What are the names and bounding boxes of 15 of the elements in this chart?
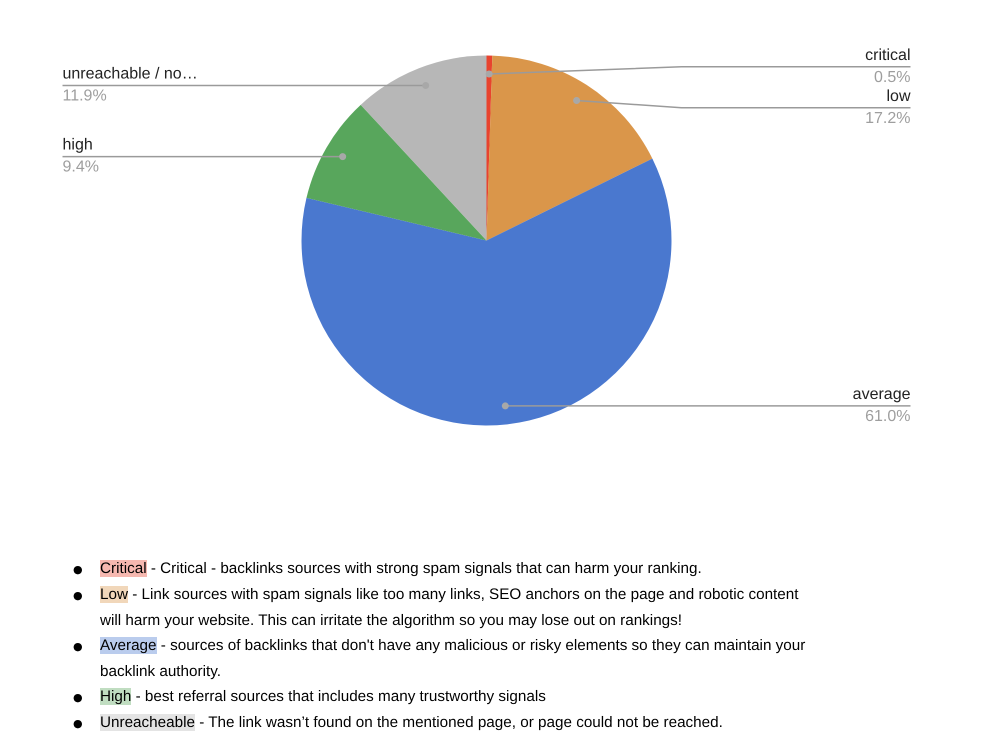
text: ● Low - Link sources with spam signals like too many links, SEO anchors on the page and robotic content will harm your website. This can irritate the algorithm so you may lose out on rankings! — [73, 586, 798, 629]
slice-label: unreachable / no… — [62, 66, 198, 82]
data-label: 9.4% — [62, 158, 99, 176]
slice-label: high — [62, 136, 93, 154]
data-label: 61.0% — [865, 408, 911, 425]
slice-label: average — [852, 386, 911, 403]
text: ● High - best referral sources that includes many trustworthy signals — [73, 688, 546, 705]
text: ● Average - sources of backlinks that don't have any malicious or risky elements so they can maintain your backlink authority. — [73, 637, 806, 680]
slice-label: low — [886, 88, 911, 105]
data-label: 0.5% — [874, 68, 910, 86]
text: ● Critical - Critical - backlinks sources with strong spam signals that can harm your ranking. — [73, 560, 702, 577]
data-label: 11.9% — [62, 88, 107, 104]
data-label: 17.2% — [865, 110, 911, 127]
slice-label: critical — [865, 46, 911, 64]
text: ● Unreacheable - The link wasn’t found on the mentioned page, or page could not be reached. — [73, 714, 723, 731]
